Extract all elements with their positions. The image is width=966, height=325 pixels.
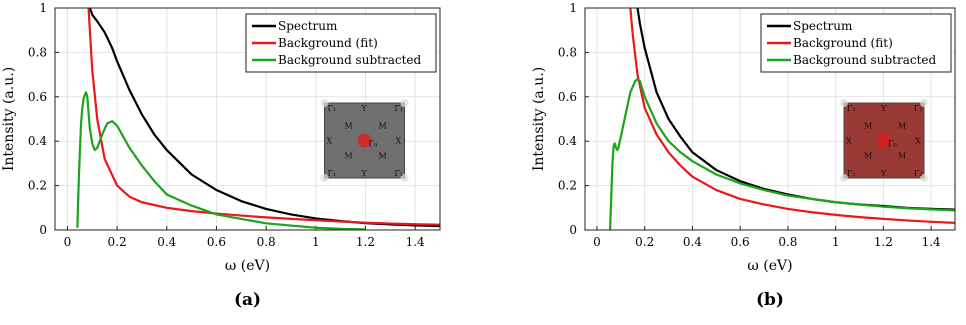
inset-label: Y	[880, 169, 887, 178]
y-tick-label: 1	[569, 1, 577, 15]
inset-label: M	[379, 152, 387, 161]
inset-corner-spot	[320, 174, 329, 182]
series-line-background-subtracted	[608, 77, 955, 230]
x-tick-label: 0.4	[683, 235, 702, 249]
inset-background	[324, 102, 405, 179]
x-tick-label: 0	[593, 235, 601, 249]
x-tick-label: 0.6	[207, 235, 226, 249]
inset-label: X	[846, 137, 852, 146]
x-tick-label: 1.4	[922, 235, 941, 249]
y-tick-label: 0.8	[28, 45, 47, 59]
x-axis-label: ω (eV)	[747, 258, 792, 274]
y-tick-label: 0	[39, 223, 47, 237]
x-tick-label: 1.4	[406, 235, 425, 249]
inset-label: Γ₁	[395, 169, 404, 178]
x-tick-label: 0.6	[731, 235, 750, 249]
legend-entry: Background subtracted	[278, 53, 421, 67]
x-tick-label: 0.4	[157, 235, 176, 249]
x-tick-label: 0.2	[635, 235, 654, 249]
y-tick-label: 0.2	[28, 179, 47, 193]
inset-label: Γ₁	[847, 169, 856, 178]
y-tick-label: 0.6	[28, 90, 47, 104]
inset-label: X	[396, 137, 402, 146]
inset-label: Γ₁	[395, 104, 404, 113]
legend-entry: Spectrum	[278, 19, 338, 33]
inset-label: Γ₁	[847, 104, 856, 113]
y-tick-label: 0.6	[558, 90, 577, 104]
series-line-background-subtracted	[76, 91, 366, 230]
inset-label: Y	[361, 169, 368, 178]
x-tick-label: 0	[64, 235, 72, 249]
y-tick-label: 0.4	[28, 134, 47, 148]
legend: Spectrum Background (fit) Background subtr…	[760, 13, 952, 73]
inset-label: Y	[361, 104, 368, 113]
inset-corner-spot	[400, 174, 409, 182]
inset-center-spot	[357, 133, 372, 148]
inset-label: X	[327, 137, 333, 146]
y-tick-label: 0.4	[558, 134, 577, 148]
x-tick-label: 1	[312, 235, 320, 249]
y-tick-label: 0	[569, 223, 577, 237]
x-tick-label: 0.8	[778, 235, 797, 249]
inset-center-spot	[877, 133, 891, 148]
inset-label: Γ₁	[328, 169, 337, 178]
inset-label: M	[864, 122, 872, 131]
panel-caption: (a)	[234, 290, 261, 310]
x-tick-label: 0.2	[108, 235, 127, 249]
y-tick-label: 0.2	[558, 179, 577, 193]
inset-corner-spot	[320, 99, 329, 107]
inset-label: Γ₁	[914, 104, 923, 113]
inset-label: Γ₀	[369, 140, 378, 149]
axes-box	[54, 7, 441, 231]
y-tick-label: 0.8	[558, 45, 577, 59]
chart-panel-b: 0 0.2 0.4 0.6 0.8 1 1.2 1.4 0 0.2 0.4 0.6 0.8 1 ω (eV)…	[531, 1, 956, 310]
inset-image: Γ₁ Y Γ₁M MX Γ₀ XM MΓ₁ Y Γ₁	[840, 99, 928, 182]
legend: Spectrum Background (fit) Background subtr…	[245, 13, 437, 73]
x-axis-label: ω (eV)	[225, 258, 270, 274]
inset-label: M	[864, 152, 872, 161]
inset-corner-spot	[840, 99, 848, 107]
series-line-background-fit	[629, 8, 955, 224]
y-axis-label: Intensity (a.u.)	[531, 67, 547, 171]
inset-corner-spot	[920, 174, 928, 182]
axes-box	[584, 7, 956, 231]
inset-label: M	[898, 122, 906, 131]
inset-label: Y	[880, 104, 887, 113]
chart-panel-a: 0 0.2 0.4 0.6 0.8 1 1.2 1.4 0 0.2 0.4 0.6 0.8 1 ω (eV)…	[1, 1, 441, 310]
panel-caption: (b)	[756, 290, 784, 310]
legend-entry: Background (fit)	[793, 36, 893, 50]
inset-label: Γ₁	[914, 169, 923, 178]
y-axis-label: Intensity (a.u.)	[1, 67, 17, 171]
legend-entry: Background (fit)	[278, 36, 378, 50]
inset-label: M	[898, 152, 906, 161]
inset-label: X	[915, 137, 921, 146]
x-tick-label: 1.2	[356, 235, 375, 249]
inset-corner-spot	[840, 174, 848, 182]
inset-corner-spot	[920, 99, 928, 107]
legend-box	[760, 13, 952, 73]
inset-image: Γ₁ Y Γ₁M MX Γ₀ XM MΓ₁ Y Γ₁	[320, 99, 409, 182]
legend-box	[245, 13, 437, 73]
inset-label: M	[379, 122, 387, 131]
inset-label: M	[345, 122, 353, 131]
x-tick-label: 1.2	[874, 235, 893, 249]
legend-entry: Background subtracted	[793, 53, 936, 67]
x-tick-label: 0.8	[257, 235, 276, 249]
x-tick-label: 1	[832, 235, 840, 249]
inset-label: Γ₀	[888, 140, 897, 149]
legend-entry: Spectrum	[793, 19, 853, 33]
inset-corner-spot	[400, 99, 409, 107]
inset-label: Γ₁	[328, 104, 337, 113]
y-tick-label: 1	[39, 1, 47, 15]
inset-label: M	[345, 152, 353, 161]
